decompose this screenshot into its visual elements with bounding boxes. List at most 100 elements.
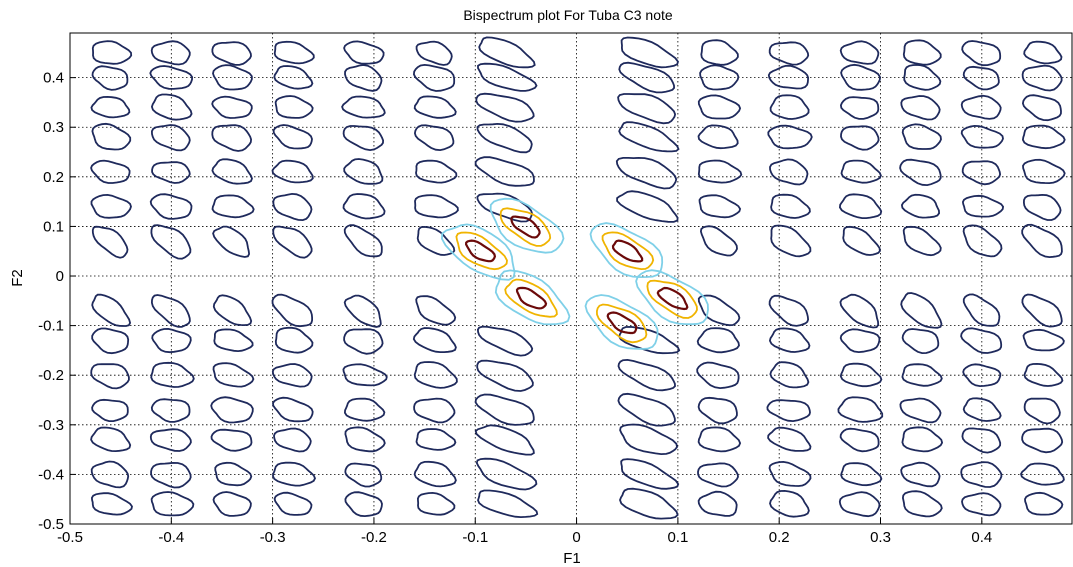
contour-line bbox=[899, 158, 942, 187]
y-axis-ticks: -0.5 -0.4 -0.3 -0.2 -0.1 0 0.1 0.2 0.3 0.4 bbox=[38, 70, 76, 533]
contour-line bbox=[900, 95, 941, 121]
contour-line bbox=[91, 65, 129, 91]
y-tick-label: -0.2 bbox=[38, 367, 64, 384]
x-tick-label: 0 bbox=[572, 529, 580, 546]
contour-line bbox=[272, 192, 313, 222]
contour-line bbox=[962, 293, 1001, 327]
contour-line bbox=[768, 41, 810, 66]
contour-line bbox=[900, 193, 941, 219]
contour-line bbox=[413, 95, 457, 119]
contour-line bbox=[697, 490, 738, 517]
plot-frame bbox=[69, 32, 1073, 525]
contour-line bbox=[150, 398, 191, 423]
contour-line bbox=[769, 489, 810, 518]
contour-line bbox=[90, 363, 130, 390]
contour-line bbox=[343, 294, 382, 328]
contour-line bbox=[1020, 462, 1065, 486]
contour-line bbox=[839, 293, 880, 329]
contour-line bbox=[961, 492, 1002, 517]
contour-level-3 bbox=[499, 207, 552, 247]
contour-level-2 bbox=[440, 223, 516, 281]
contour-line bbox=[342, 193, 386, 220]
contour-line bbox=[900, 461, 941, 488]
contour-line bbox=[343, 397, 386, 422]
contour-line bbox=[90, 426, 132, 453]
contour-line bbox=[344, 462, 383, 488]
contour-line bbox=[474, 156, 535, 187]
contour-line bbox=[616, 190, 679, 223]
y-tick-label: -0.3 bbox=[38, 417, 64, 434]
contour-line bbox=[769, 158, 809, 186]
contour-peak bbox=[611, 239, 644, 263]
contour-line bbox=[151, 327, 192, 354]
contour-line bbox=[274, 326, 314, 354]
grid bbox=[70, 33, 1073, 524]
contour-line bbox=[697, 396, 738, 425]
contour-line bbox=[768, 460, 812, 487]
contour-level-2 bbox=[589, 222, 664, 279]
contour-line bbox=[618, 325, 681, 355]
y-tick-label: 0.4 bbox=[43, 70, 64, 87]
contour-line bbox=[416, 225, 456, 256]
contour-line bbox=[620, 36, 679, 69]
contour-line bbox=[618, 121, 680, 153]
contour-line bbox=[696, 361, 740, 390]
y-tick-label: 0.1 bbox=[43, 218, 64, 235]
contour-line bbox=[271, 363, 313, 388]
y-tick-label: 0.2 bbox=[43, 169, 64, 186]
contour-line bbox=[698, 194, 742, 219]
contour-line bbox=[90, 492, 133, 516]
contour-line bbox=[901, 328, 940, 355]
contour-line bbox=[619, 487, 679, 520]
contour-line bbox=[1021, 124, 1066, 150]
contour-line bbox=[412, 327, 457, 353]
contour-line bbox=[840, 462, 883, 487]
contour-line bbox=[475, 457, 538, 491]
contour-line bbox=[344, 64, 383, 92]
contour-line bbox=[838, 193, 883, 219]
contour-line bbox=[961, 427, 1002, 454]
contour-layer bbox=[90, 36, 1066, 520]
contour-line bbox=[769, 94, 810, 120]
contour-line bbox=[839, 427, 880, 453]
contour-line bbox=[149, 428, 192, 452]
contour-line bbox=[770, 224, 812, 258]
contour-line bbox=[899, 397, 942, 424]
contour-line bbox=[210, 428, 253, 452]
contour-line bbox=[960, 327, 1003, 354]
contour-line bbox=[212, 64, 253, 91]
contour-line bbox=[840, 159, 882, 184]
contour-line bbox=[962, 397, 1002, 422]
contour-line bbox=[697, 159, 743, 184]
contour-line bbox=[343, 328, 384, 355]
x-tick-label: -0.4 bbox=[158, 529, 184, 546]
contour-line bbox=[413, 361, 458, 389]
contour-line bbox=[91, 327, 130, 355]
contour-line bbox=[700, 39, 739, 66]
contour-line bbox=[150, 361, 195, 388]
contour-line bbox=[214, 461, 253, 487]
contour-line bbox=[697, 294, 741, 327]
contour-line bbox=[150, 93, 193, 121]
contour-line bbox=[412, 63, 456, 92]
contour-line bbox=[416, 491, 456, 516]
contour-line bbox=[842, 225, 881, 256]
contour-line bbox=[413, 460, 457, 488]
contour-line bbox=[149, 65, 194, 90]
contour-line bbox=[697, 124, 739, 150]
contour-line bbox=[273, 427, 312, 453]
contour-level-2 bbox=[494, 269, 571, 326]
contour-line bbox=[697, 426, 742, 453]
contour-line bbox=[343, 224, 383, 258]
contour-line bbox=[901, 490, 943, 518]
contour-line bbox=[839, 362, 883, 388]
contour-line bbox=[90, 95, 131, 119]
x-tick-label: -0.2 bbox=[361, 529, 387, 546]
contour-line bbox=[91, 40, 133, 65]
contour-line bbox=[91, 293, 132, 327]
contour-line bbox=[903, 63, 942, 91]
contour-line bbox=[1023, 40, 1063, 65]
contour-line bbox=[475, 92, 535, 123]
contour-line bbox=[766, 399, 811, 423]
